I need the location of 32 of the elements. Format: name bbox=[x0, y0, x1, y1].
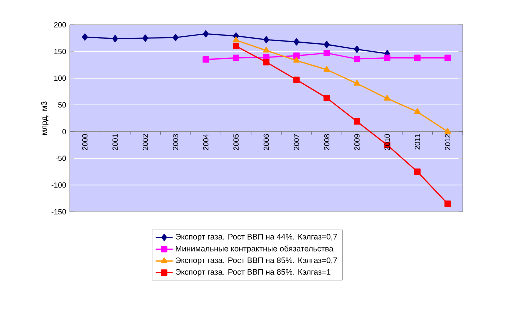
point bbox=[142, 34, 148, 42]
point bbox=[384, 54, 391, 62]
point bbox=[294, 38, 300, 46]
point bbox=[324, 66, 330, 72]
point bbox=[414, 168, 421, 176]
point bbox=[324, 50, 330, 57]
point bbox=[233, 54, 240, 62]
point bbox=[354, 46, 360, 54]
point bbox=[354, 118, 360, 125]
point bbox=[233, 43, 240, 50]
point bbox=[444, 128, 452, 134]
point bbox=[294, 57, 300, 63]
point bbox=[263, 47, 270, 53]
point bbox=[414, 54, 421, 62]
point bbox=[264, 36, 270, 44]
point bbox=[354, 56, 360, 62]
point bbox=[294, 76, 300, 84]
point bbox=[172, 34, 179, 42]
point bbox=[324, 95, 330, 102]
point bbox=[82, 34, 88, 41]
point bbox=[384, 95, 391, 101]
point bbox=[414, 108, 421, 114]
point bbox=[202, 56, 210, 63]
point bbox=[354, 80, 360, 86]
point bbox=[444, 54, 452, 62]
point bbox=[263, 59, 270, 66]
point bbox=[444, 200, 452, 208]
point bbox=[294, 52, 300, 60]
point bbox=[233, 36, 240, 43]
point bbox=[203, 30, 209, 38]
point bbox=[112, 35, 118, 42]
point bbox=[324, 41, 330, 48]
